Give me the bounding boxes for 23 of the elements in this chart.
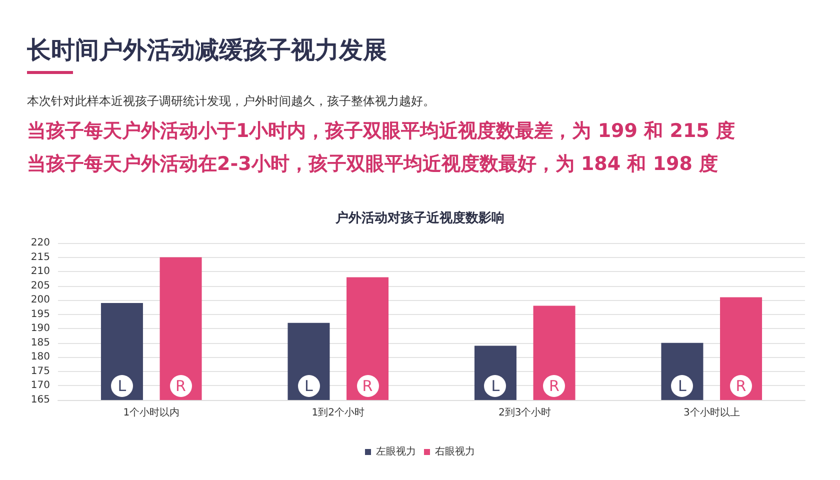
- chart-title: 户外活动对孩子近视度数影响: [334, 210, 504, 226]
- y-tick-label: 165: [30, 394, 50, 406]
- y-tick-label: 220: [30, 238, 50, 248]
- y-tick-label: 180: [30, 352, 50, 363]
- x-tick-label: 1个小时以内: [123, 406, 180, 418]
- y-tick-label: 175: [30, 366, 50, 377]
- y-tick-label: 190: [30, 323, 50, 334]
- y-tick-label: 195: [30, 308, 50, 320]
- legend-label: 左眼视力: [376, 446, 416, 458]
- legend-label: 右眼视力: [435, 446, 475, 458]
- text: 当孩子每天户外活动小于1小时内，孩子双眼平均近视度数最差，为 199 和 215 度: [27, 119, 736, 144]
- text: 当孩子每天户外活动在2-3小时，孩子双眼平均近视度数最好，为 184 和 198 度: [27, 152, 718, 177]
- y-tick-label: 215: [30, 252, 50, 263]
- x-tick-label: 3个小时以上: [683, 406, 740, 418]
- x-tick-label: 1到2个小时: [312, 406, 364, 418]
- y-tick-label: 205: [30, 280, 50, 292]
- text: 长时间户外活动减缓孩子视力发展: [27, 35, 387, 66]
- y-tick-label: 185: [30, 337, 50, 348]
- y-tick-label: 200: [30, 294, 50, 306]
- x-tick-label: 2到3个小时: [498, 406, 552, 418]
- text: 本次针对此样本近视孩子调研统计发现，户外时间越久，孩子整体视力越好。: [27, 93, 435, 110]
- y-tick-label: 170: [30, 380, 50, 392]
- y-tick-label: 210: [30, 266, 50, 278]
